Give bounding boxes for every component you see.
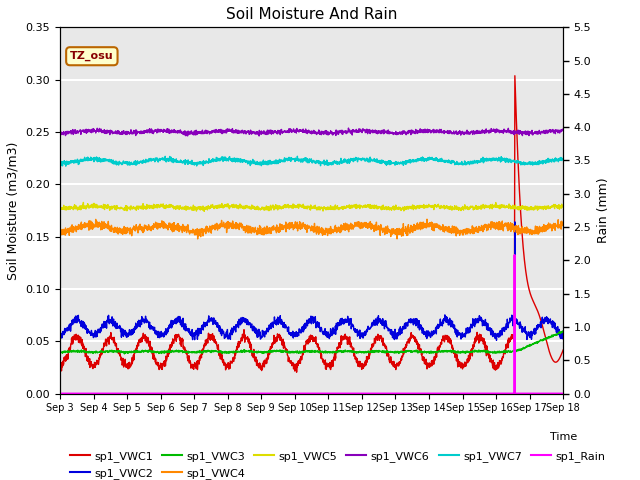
sp1_VWC3 xyxy=(288,349,296,355)
Text: TZ_osu: TZ_osu xyxy=(70,51,114,61)
sp1_VWC3 xyxy=(56,349,64,355)
Line: sp1_VWC3: sp1_VWC3 xyxy=(60,331,563,354)
sp1_VWC1 xyxy=(82,349,90,355)
Text: Time: Time xyxy=(550,432,577,442)
sp1_VWC2 xyxy=(559,333,567,338)
sp1_VWC6 xyxy=(56,130,64,136)
sp1_VWC6 xyxy=(545,127,553,133)
sp1_VWC5 xyxy=(545,205,553,211)
Title: Soil Moisture And Rain: Soil Moisture And Rain xyxy=(226,7,397,22)
sp1_VWC6 xyxy=(82,129,90,134)
sp1_VWC4 xyxy=(82,222,90,228)
sp1_VWC1 xyxy=(287,359,295,364)
Line: sp1_VWC2: sp1_VWC2 xyxy=(60,222,563,340)
sp1_VWC3 xyxy=(301,349,308,355)
sp1_VWC4 xyxy=(545,226,553,231)
sp1_VWC5 xyxy=(82,206,90,212)
sp1_VWC1 xyxy=(545,348,553,354)
sp1_VWC2 xyxy=(287,330,295,336)
sp1_VWC2 xyxy=(511,219,518,225)
sp1_VWC1 xyxy=(511,73,518,79)
Line: sp1_VWC7: sp1_VWC7 xyxy=(60,156,563,166)
sp1_VWC5 xyxy=(559,203,567,208)
sp1_VWC4 xyxy=(423,216,431,222)
sp1_VWC3 xyxy=(559,328,567,334)
sp1_VWC6 xyxy=(559,126,567,132)
Line: sp1_VWC1: sp1_VWC1 xyxy=(60,76,563,372)
sp1_VWC1 xyxy=(452,358,460,364)
sp1_VWC7 xyxy=(62,163,70,169)
sp1_VWC3 xyxy=(82,348,90,354)
sp1_VWC7 xyxy=(545,159,553,165)
sp1_VWC4 xyxy=(288,225,296,230)
Y-axis label: Soil Moisture (m3/m3): Soil Moisture (m3/m3) xyxy=(7,141,20,280)
sp1_VWC2 xyxy=(452,332,460,337)
sp1_VWC7 xyxy=(82,157,90,163)
sp1_VWC5 xyxy=(453,206,461,212)
sp1_VWC5 xyxy=(200,208,208,214)
sp1_VWC5 xyxy=(301,205,309,211)
sp1_VWC2 xyxy=(545,319,553,324)
sp1_VWC6 xyxy=(301,129,308,134)
sp1_VWC3 xyxy=(545,334,553,339)
sp1_VWC6 xyxy=(545,128,553,134)
sp1_VWC4 xyxy=(453,229,461,235)
sp1_VWC2 xyxy=(56,336,64,342)
sp1_VWC7 xyxy=(288,156,296,162)
sp1_VWC7 xyxy=(301,157,309,163)
sp1_VWC7 xyxy=(545,159,553,165)
sp1_VWC6 xyxy=(453,130,461,136)
sp1_VWC5 xyxy=(79,200,87,205)
sp1_VWC2 xyxy=(82,326,90,332)
Y-axis label: Rain (mm): Rain (mm) xyxy=(597,178,610,243)
sp1_VWC1 xyxy=(292,369,300,375)
sp1_VWC7 xyxy=(56,157,64,163)
sp1_VWC4 xyxy=(559,222,567,228)
sp1_VWC5 xyxy=(56,204,64,210)
sp1_VWC6 xyxy=(255,133,263,139)
sp1_VWC2 xyxy=(301,321,308,326)
Line: sp1_VWC4: sp1_VWC4 xyxy=(60,219,563,239)
sp1_VWC7 xyxy=(559,156,567,162)
sp1_VWC7 xyxy=(453,158,461,164)
sp1_VWC4 xyxy=(56,228,64,234)
sp1_VWC1 xyxy=(301,347,308,352)
sp1_VWC2 xyxy=(545,320,553,326)
sp1_VWC1 xyxy=(545,347,553,353)
sp1_VWC4 xyxy=(194,236,202,242)
sp1_VWC6 xyxy=(344,125,352,131)
sp1_VWC2 xyxy=(493,337,500,343)
sp1_VWC1 xyxy=(56,366,64,372)
sp1_VWC5 xyxy=(545,205,553,211)
Line: sp1_VWC5: sp1_VWC5 xyxy=(60,203,563,211)
sp1_VWC4 xyxy=(301,221,308,227)
sp1_VWC6 xyxy=(288,129,296,134)
sp1_VWC3 xyxy=(559,328,567,334)
sp1_VWC4 xyxy=(545,224,553,229)
sp1_VWC3 xyxy=(120,351,128,357)
sp1_VWC3 xyxy=(545,335,552,340)
sp1_VWC3 xyxy=(452,349,460,355)
sp1_VWC5 xyxy=(288,203,296,209)
Line: sp1_VWC6: sp1_VWC6 xyxy=(60,128,563,136)
sp1_VWC1 xyxy=(559,347,567,353)
sp1_VWC7 xyxy=(294,154,301,159)
Legend: sp1_VWC1, sp1_VWC2, sp1_VWC3, sp1_VWC4, sp1_VWC5, sp1_VWC6, sp1_VWC7, sp1_Rain: sp1_VWC1, sp1_VWC2, sp1_VWC3, sp1_VWC4, … xyxy=(65,447,610,480)
